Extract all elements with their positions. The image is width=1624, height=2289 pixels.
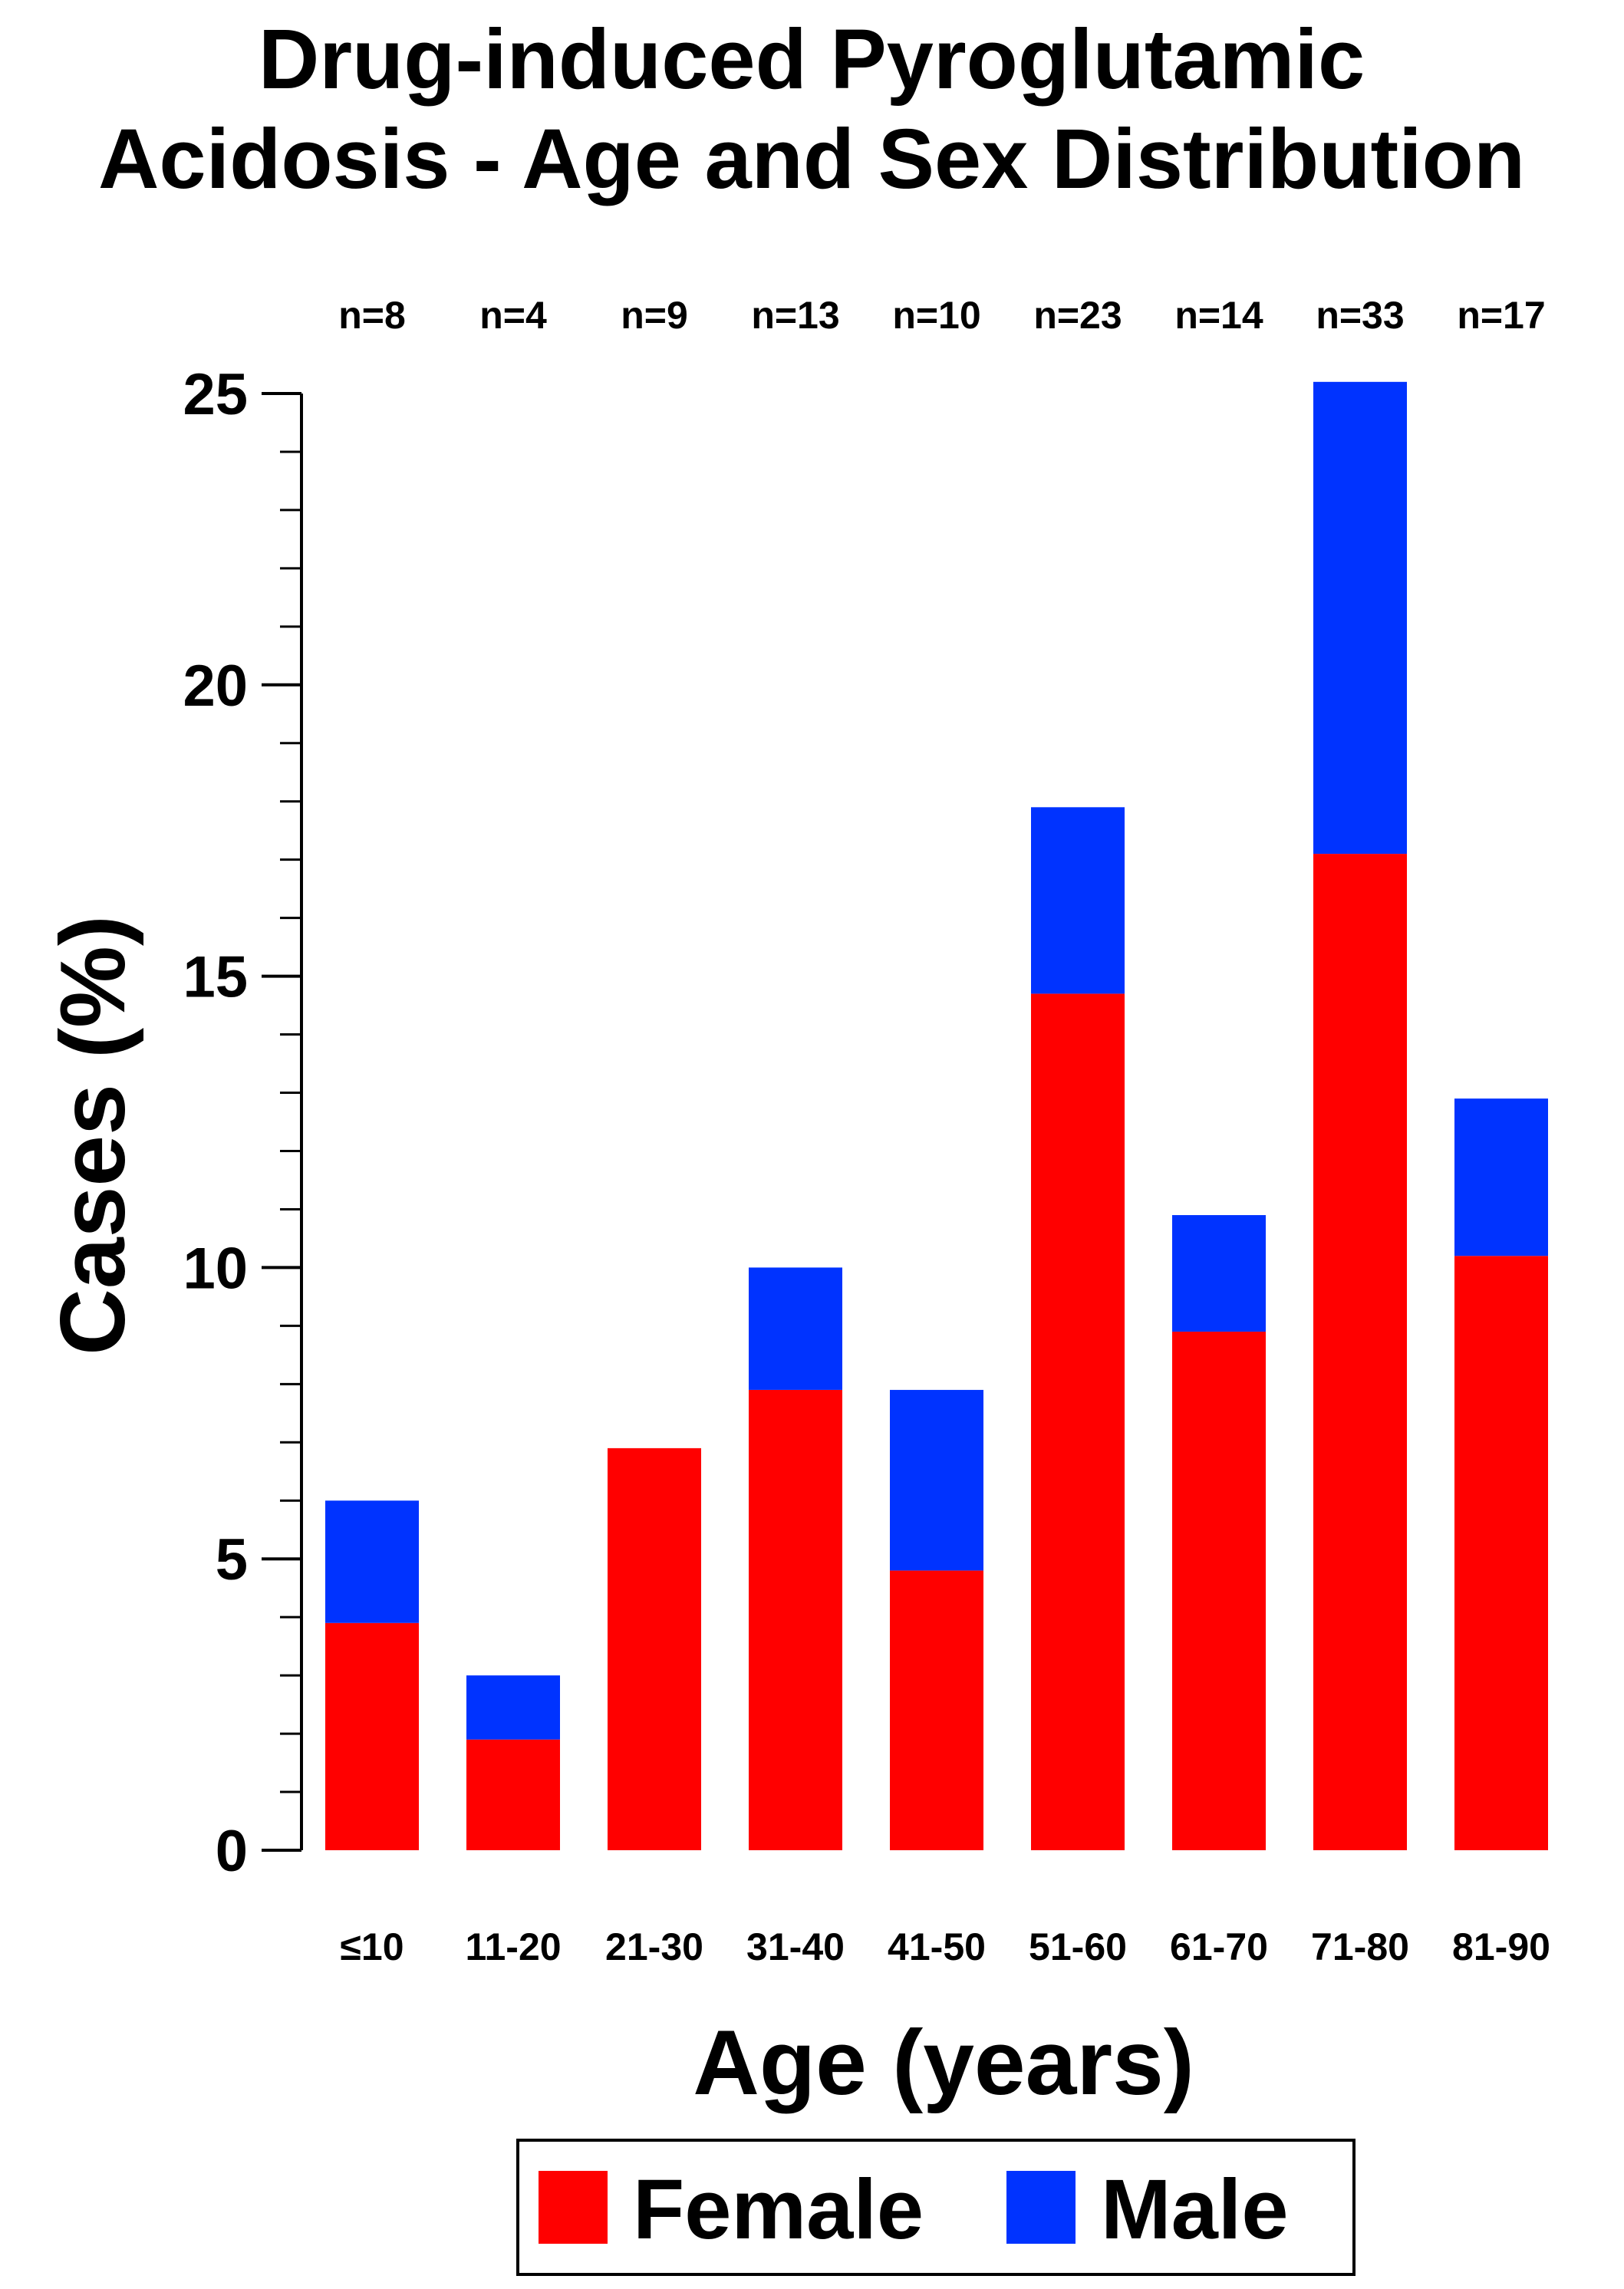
x-tick-label: 51-60 <box>1029 1925 1127 1968</box>
bar-female-5 <box>1031 993 1125 1850</box>
y-axis: 0 5 10 15 20 25 <box>183 362 303 1884</box>
bar-female-6 <box>1172 1331 1266 1850</box>
sample-size-label: n=10 <box>892 294 980 337</box>
x-tick-label: 61-70 <box>1170 1925 1268 1968</box>
x-tick-label: 71-80 <box>1311 1925 1409 1968</box>
sample-size-label: n=9 <box>621 294 688 337</box>
x-axis-label: Age (years) <box>693 2011 1194 2114</box>
legend-frame <box>516 2139 1356 2276</box>
sample-size-label: n=13 <box>751 294 839 337</box>
legend-swatch-female <box>539 2171 608 2244</box>
sample-size-labels: n=8 n=4 n=9 n=13 n=10 n=23 n=14 n=33 n=17 <box>338 294 1545 337</box>
legend-swatch-male <box>1006 2171 1076 2244</box>
bar-female-4 <box>890 1570 983 1850</box>
y-tick-label: 5 <box>216 1527 248 1592</box>
bar-female-0 <box>325 1622 419 1850</box>
y-tick-label: 0 <box>216 1819 248 1884</box>
y-axis-label: Cases (%) <box>41 915 144 1355</box>
y-tick-label: 25 <box>183 362 248 427</box>
bar-series <box>325 381 1548 1850</box>
x-tick-label: 31-40 <box>746 1925 845 1968</box>
bar-male-6 <box>1172 1215 1266 1332</box>
bar-female-1 <box>466 1739 560 1850</box>
x-tick-labels: ≤10 11-20 21-30 31-40 41-50 51-60 61-70 71-80 81… <box>340 1925 1550 1968</box>
sample-size-label: n=8 <box>338 294 406 337</box>
sample-size-label: n=23 <box>1033 294 1122 337</box>
sample-size-label: n=33 <box>1316 294 1404 337</box>
sample-size-label: n=4 <box>479 294 547 337</box>
chart-title-line-1: Drug-induced Pyroglutamic <box>259 12 1365 107</box>
chart-title-line-2: Acidosis - Age and Sex Distribution <box>98 112 1525 206</box>
legend-label-male: Male <box>1101 2162 1289 2257</box>
bar-male-8 <box>1454 1098 1548 1256</box>
bar-male-3 <box>749 1267 842 1390</box>
y-tick-label: 15 <box>183 945 248 1010</box>
bar-male-0 <box>325 1500 419 1623</box>
x-tick-label: 81-90 <box>1452 1925 1550 1968</box>
legend-label-female: Female <box>633 2162 924 2257</box>
x-tick-label: ≤10 <box>340 1925 404 1968</box>
chart-title: Drug-induced Pyroglutamic Acidosis - Age… <box>98 12 1525 206</box>
x-tick-label: 11-20 <box>465 1925 561 1968</box>
y-tick-label: 10 <box>183 1236 248 1301</box>
bar-female-2 <box>608 1448 701 1850</box>
bar-female-8 <box>1454 1256 1548 1850</box>
x-tick-label: 21-30 <box>605 1925 703 1968</box>
bar-male-1 <box>466 1675 560 1740</box>
bar-female-7 <box>1313 854 1407 1850</box>
plot-area: 0 5 10 15 20 25 <box>183 362 1548 1884</box>
y-tick-label: 20 <box>183 654 248 719</box>
bar-female-3 <box>749 1389 842 1850</box>
bar-male-4 <box>890 1389 983 1571</box>
bar-male-7 <box>1313 381 1407 855</box>
sample-size-label: n=17 <box>1457 294 1545 337</box>
x-tick-label: 41-50 <box>888 1925 986 1968</box>
legend: Female Male <box>516 2139 1356 2276</box>
sample-size-label: n=14 <box>1174 294 1263 337</box>
bar-male-5 <box>1031 807 1125 994</box>
